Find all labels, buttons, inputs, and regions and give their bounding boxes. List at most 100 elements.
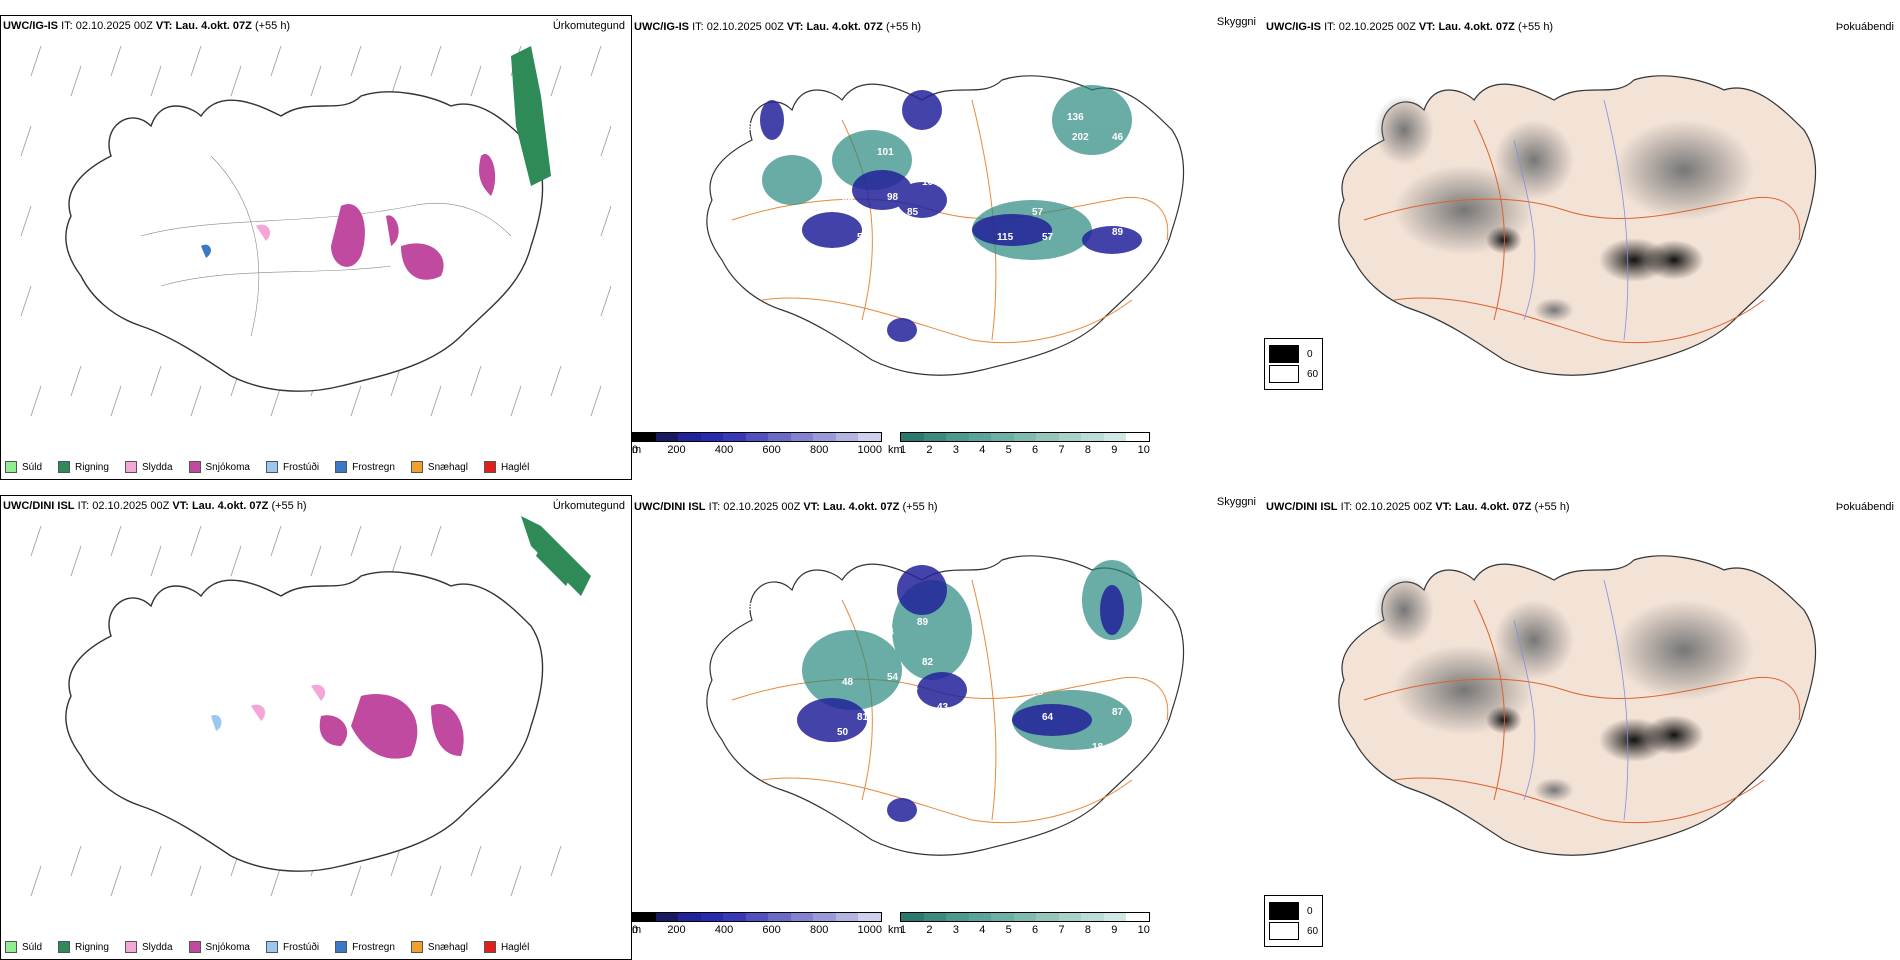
vt-label: VT: (803, 501, 820, 513)
fog-legend-swatch (1269, 345, 1299, 363)
fog-legend-item: 60 (1269, 365, 1318, 383)
colorbar-segment (700, 913, 724, 921)
lead-time: (+55 h) (1517, 21, 1554, 33)
ceiling-label: 202 (1072, 132, 1089, 143)
ceiling-label: 51 (1072, 272, 1084, 283)
fog-legend-item: 0 (1269, 902, 1318, 920)
fog-index-panel-bottom: UWC/DINI ISL IT: 02.10.2025 00Z VT: Lau.… (1264, 480, 1900, 950)
legend-swatch (410, 461, 423, 473)
colorbar-tick: 200 (667, 444, 686, 456)
legend-swatch (5, 461, 17, 473)
colorbar-segment (1126, 433, 1150, 441)
rain-area (511, 46, 551, 186)
ceiling-label: 89 (1112, 227, 1124, 238)
colorbar-segment (723, 433, 746, 441)
legend-label: Frostregn (352, 941, 395, 953)
it-label: IT: (692, 21, 704, 33)
panel-header: UWC/DINI ISL IT: 02.10.2025 00Z VT: Lau.… (3, 500, 307, 512)
colorbar-segment (1081, 433, 1104, 441)
fog-legend: 0 60 (1264, 338, 1324, 390)
ceiling-label: 43 (937, 702, 949, 713)
vt-label: VT: (1435, 501, 1452, 513)
ceiling-label: 137 (742, 602, 759, 613)
ceiling-colorbar: 0 200 400 600 800 1000 (632, 432, 882, 456)
wind-barbs (20, 45, 612, 417)
colorbar-segment (1013, 433, 1037, 441)
colorbar-segment (790, 913, 814, 921)
colorbar-segment (655, 433, 679, 441)
colorbar-tick: 1000 (857, 924, 882, 936)
colorbar-tick: 8 (1084, 924, 1091, 936)
ceiling-label: 50 (812, 747, 824, 758)
it-label: IT: (61, 20, 73, 32)
init-time: 02.10.2025 00Z (1355, 501, 1433, 513)
colorbar-segment (901, 913, 924, 921)
legend-swatch (58, 461, 71, 473)
valid-time: Lau. 4.okt. 07Z (1438, 21, 1515, 33)
legend-item: Haglél (483, 941, 529, 953)
panel-title: Skyggni (1216, 16, 1256, 28)
ceiling-label: 46 (1112, 132, 1124, 143)
valid-time: Lau. 4.okt. 07Z (175, 20, 252, 32)
fog-legend: 0 60 (1264, 895, 1324, 947)
colorbar-segment (745, 913, 769, 921)
init-time: 02.10.2025 00Z (723, 501, 801, 513)
colorbar-segment (923, 433, 947, 441)
ceiling-label: 73 (922, 332, 934, 343)
panel-title: Þokuábendi (1835, 501, 1894, 513)
colorbar-segment (835, 433, 859, 441)
ceiling-label: 82 (922, 657, 934, 668)
legend-swatch (188, 461, 201, 473)
ceiling-label: 57 (1042, 232, 1054, 243)
colorbar-segment (991, 433, 1014, 441)
legend-swatch (335, 941, 348, 953)
iceland-outline (65, 571, 544, 872)
colorbar-segment (1013, 913, 1037, 921)
ceiling-label: 83 (917, 137, 929, 148)
legend-swatch (58, 941, 71, 953)
colorbar-segment (1103, 913, 1127, 921)
legend-swatch (410, 941, 423, 953)
colorbar-tick: 5 (1005, 444, 1012, 456)
legend-item: Slydda (124, 941, 173, 953)
legend-item: Snjókoma (188, 461, 250, 473)
ceiling-label: 75 (1032, 687, 1044, 698)
ceiling-label: 47 (907, 687, 919, 698)
valid-time: Lau. 4.okt. 07Z (822, 501, 900, 513)
colorbar-tick: 1 (900, 924, 907, 936)
model-name: UWC/IG-IS (634, 21, 689, 33)
ceiling-label: 82 (812, 267, 824, 278)
colorbar-tick: 0 (632, 924, 639, 936)
legend-label: Haglél (500, 461, 530, 473)
colorbar-segment (1036, 913, 1059, 921)
ceiling-label: 64 (1042, 712, 1054, 723)
fog-map (1338, 75, 1817, 376)
visibility-map: 93 89 101 92 98 85 51 47 50 82 83 104 57 83 143 115 57 89… (706, 75, 1185, 376)
legend-item: Rigning (58, 941, 109, 953)
vt-label: VT: (1418, 21, 1436, 33)
colorbar-tick: 9 (1111, 924, 1118, 936)
legend-item: Súld (5, 461, 42, 473)
colorbar-tick: 3 (952, 444, 959, 456)
model-name: UWC/DINI ISL (3, 500, 75, 512)
ceiling-unit: m (632, 924, 642, 936)
ceiling-label: 101 (877, 147, 894, 158)
fog-legend-label: 0 (1307, 905, 1313, 917)
model-name: UWC/IG-IS (3, 20, 58, 32)
fog-map (1338, 555, 1817, 856)
ceiling-label: 90 (1027, 152, 1039, 163)
legend-item: Snjókoma (188, 941, 250, 953)
lead-time: (+55 h) (271, 500, 307, 512)
legend-swatch (124, 941, 137, 953)
precip-map (30, 516, 591, 897)
colorbar-segment (1036, 433, 1059, 441)
it-label: IT: (1324, 21, 1336, 33)
colorbar-tick: 400 (714, 924, 734, 936)
ceiling-label: 89 (742, 122, 754, 133)
ceiling-label: 93 (762, 77, 774, 88)
legend-label: Frostúði (282, 461, 320, 473)
colorbar-segment (813, 913, 836, 921)
precip-map (20, 45, 612, 417)
colorbar-tick: 10 (1137, 444, 1150, 456)
colorbar-tick: 5 (1005, 924, 1012, 936)
